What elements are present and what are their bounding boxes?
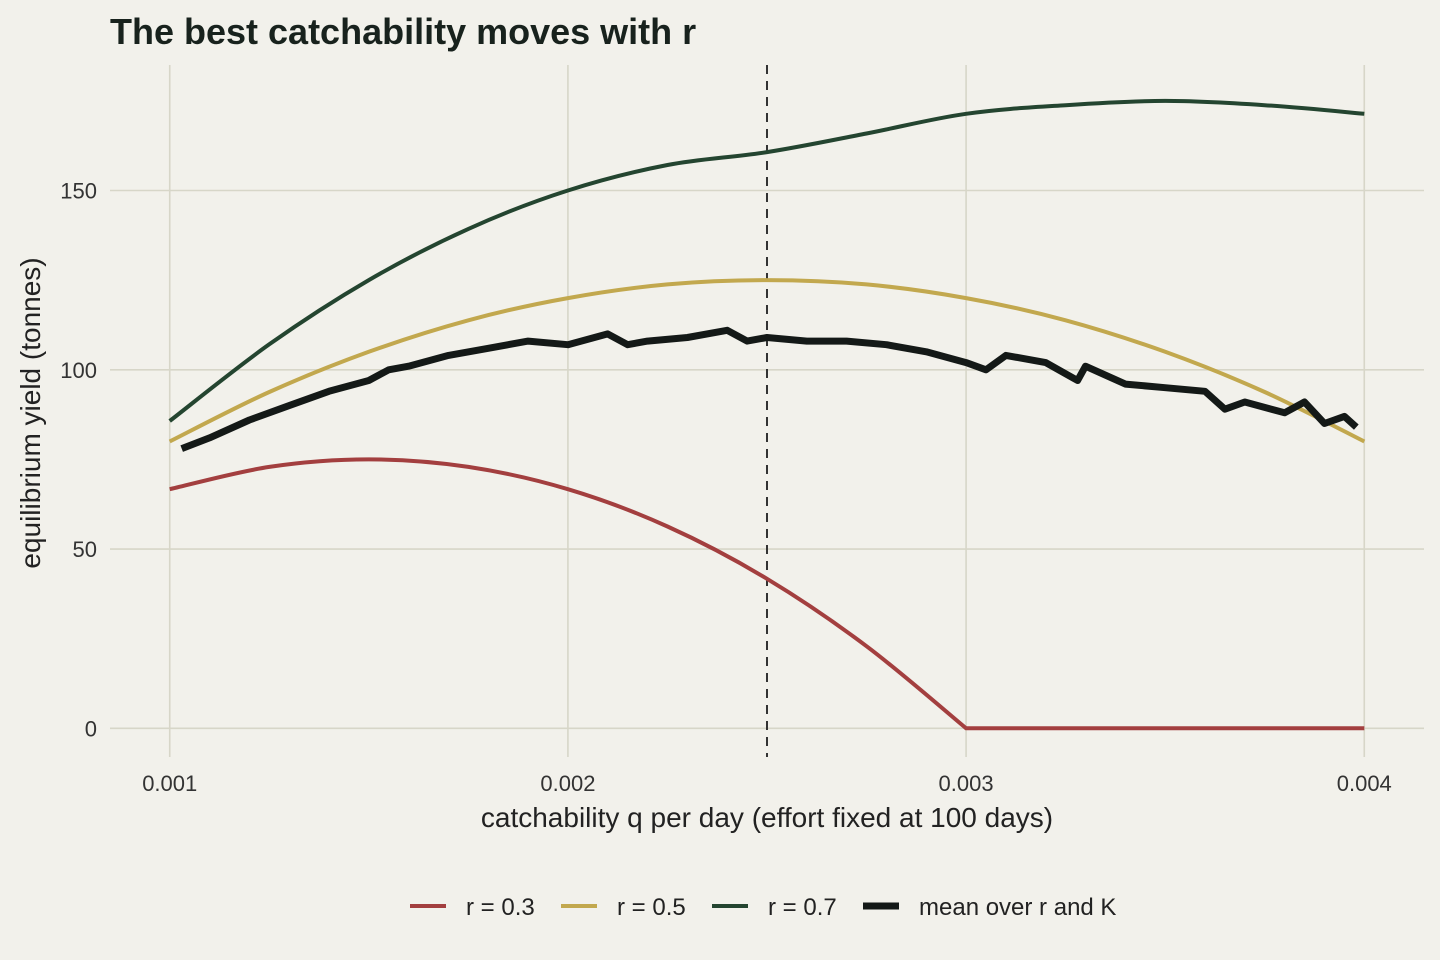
legend-label: mean over r and K — [919, 894, 1116, 921]
x-axis-title: catchability q per day (effort fixed at … — [481, 802, 1053, 833]
x-tick-label: 0.003 — [939, 771, 994, 796]
series-lines — [168, 98, 1366, 731]
legend-label: r = 0.7 — [768, 894, 837, 921]
x-tick-label: 0.004 — [1337, 771, 1392, 796]
series-line-r-0-7 — [168, 98, 1365, 423]
y-tick-label: 0 — [85, 716, 97, 741]
chart-title: The best catchability moves with r — [110, 11, 696, 52]
series-line-mean-over-r-and-k — [180, 326, 1359, 452]
tick-labels: 0.001 0.002 0.003 0.004 0 50 100 150 — [60, 178, 1392, 796]
legend: r = 0.3 r = 0.5 r = 0.7 mean over r and K — [410, 894, 1116, 921]
series-line-r-0-3 — [169, 457, 1365, 731]
y-tick-label: 100 — [60, 358, 97, 383]
y-axis-title: equilibrium yield (tonnes) — [15, 257, 46, 568]
legend-label: r = 0.5 — [617, 894, 686, 921]
legend-label: r = 0.3 — [466, 894, 535, 921]
series-line-r-0-5 — [168, 278, 1366, 444]
x-tick-label: 0.002 — [540, 771, 595, 796]
y-tick-label: 150 — [60, 178, 97, 203]
x-tick-label: 0.001 — [142, 771, 197, 796]
y-tick-label: 50 — [73, 537, 97, 562]
